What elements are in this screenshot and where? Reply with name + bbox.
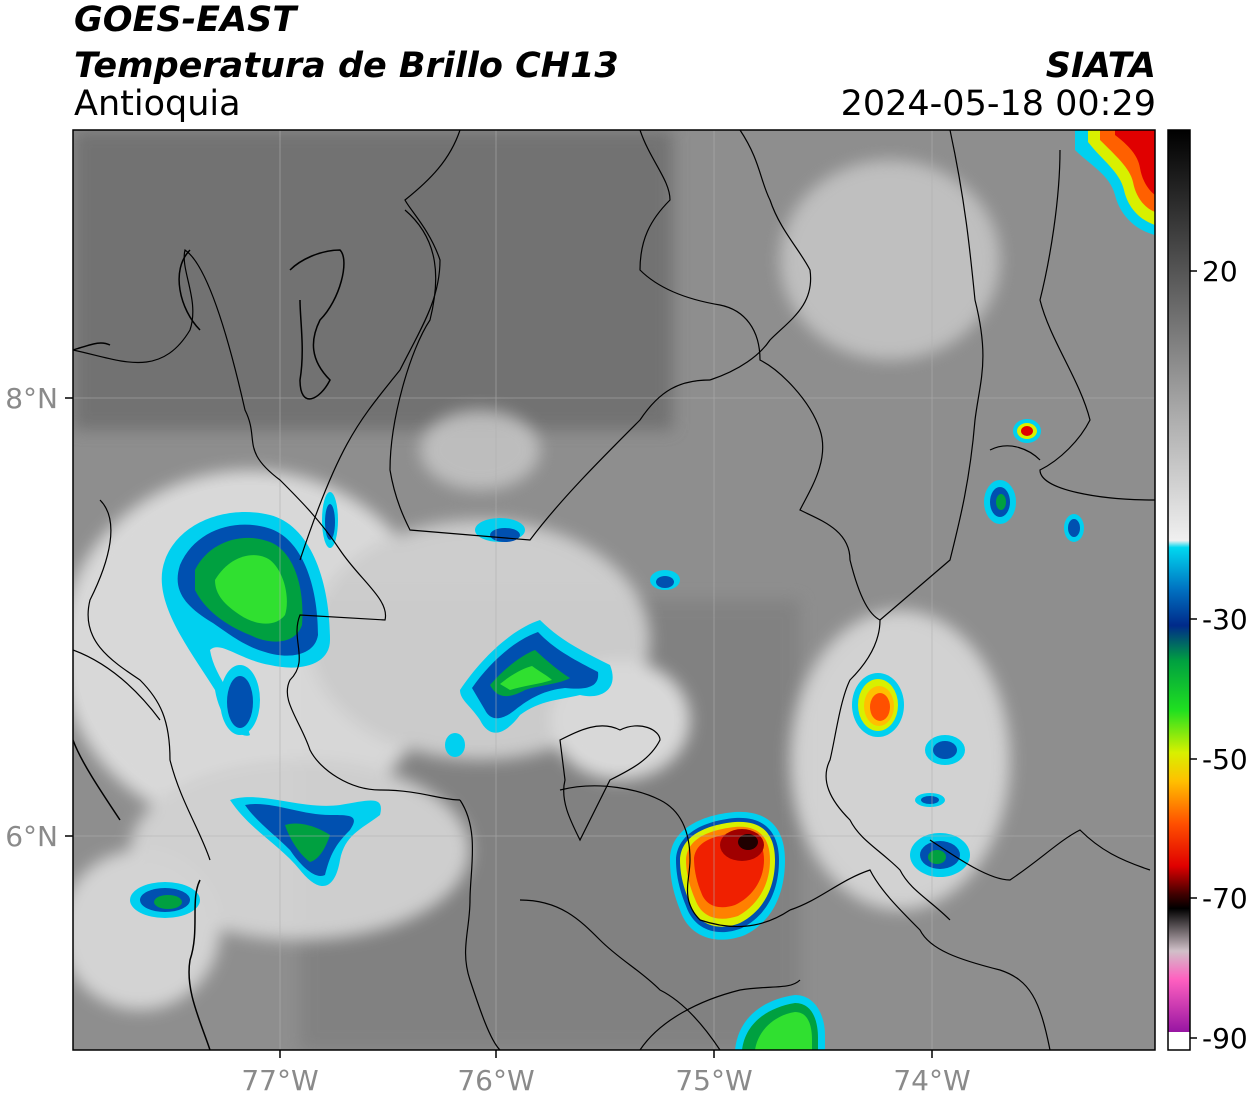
cell-west-large [161, 512, 330, 736]
lat-tick-6n: 6°N [5, 820, 58, 853]
lon-tick-74w: 74°W [893, 1064, 970, 1097]
graticule [73, 130, 1155, 1050]
political-borders [73, 130, 1155, 1050]
lon-tick-77w: 77°W [241, 1064, 318, 1097]
colorbar-frame [1167, 129, 1191, 1051]
map-ticks [65, 397, 933, 1058]
colorbar-under-box [1168, 1032, 1190, 1050]
convective-cells [130, 130, 1155, 1050]
colorbar: 20 -30 -50 -70 -90 [1167, 129, 1248, 1055]
cell-southwest [230, 797, 381, 887]
colorbar-tick-minus90: -90 [1202, 1022, 1248, 1055]
cell-corner-intense [1075, 130, 1155, 235]
cell-south-green [735, 995, 825, 1050]
map-subtitle: Temperatura de Brillo CH13 [74, 46, 619, 86]
map-frame [72, 129, 1156, 1051]
map-title: GOES-EAST [74, 0, 297, 40]
lon-tick-75w: 75°W [675, 1064, 752, 1097]
colorbar-tick-minus70: -70 [1202, 882, 1248, 915]
cell-central [460, 620, 613, 733]
colorbar-bar [1168, 130, 1190, 1050]
colorbar-tick-minus50: -50 [1202, 743, 1248, 776]
colorbar-tick-minus30: -30 [1202, 603, 1248, 636]
dark-region-northwest [73, 130, 673, 430]
timestamp-label: 2024-05-18 00:29 [840, 84, 1156, 124]
cell-east-intense [852, 673, 904, 737]
organization-label: SIATA [1045, 46, 1156, 86]
map-image-area [73, 130, 1155, 1050]
lat-tick-8n: 8°N [5, 382, 58, 415]
cell-main-intense [670, 811, 785, 940]
region-label: Antioquia [74, 84, 241, 124]
cell-northeast-small [1013, 419, 1041, 443]
colorbar-tick-20: 20 [1202, 255, 1238, 288]
coastline [73, 249, 345, 1050]
lon-tick-76w: 76°W [457, 1064, 534, 1097]
